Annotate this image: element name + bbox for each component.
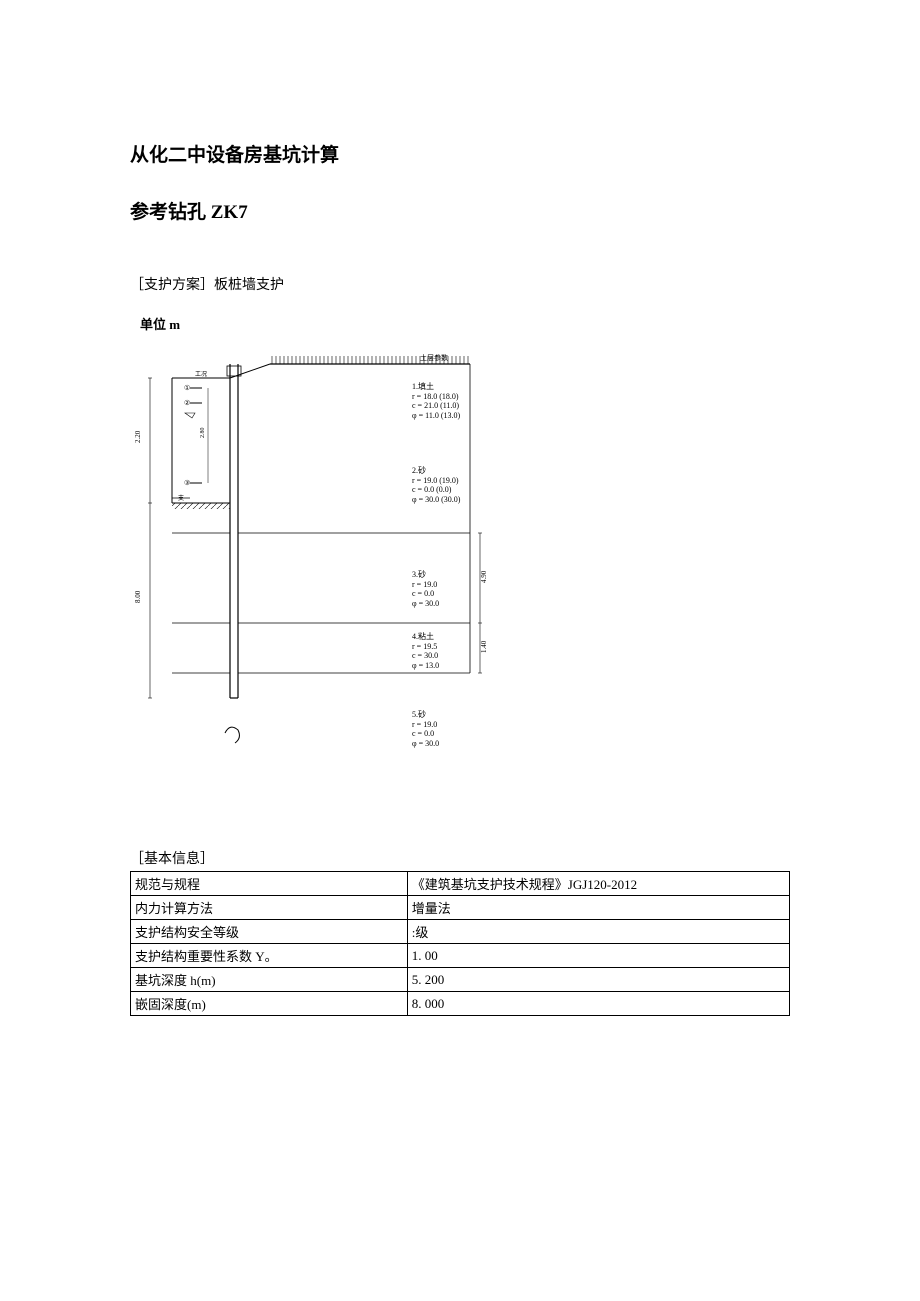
table-cell-label: 支护结构安全等级 bbox=[131, 920, 408, 944]
unit-label: 单位 m bbox=[140, 314, 790, 333]
table-row: 内力计算方法 增量法 bbox=[131, 896, 790, 920]
soil-layer-2: 2.砂 r = 19.0 (19.0) c = 0.0 (0.0) φ = 30… bbox=[412, 466, 460, 504]
svg-text:2.80: 2.80 bbox=[200, 428, 206, 439]
table-cell-value: 5. 200 bbox=[407, 968, 789, 992]
svg-text:支: 支 bbox=[178, 494, 184, 502]
svg-text:工况: 工况 bbox=[195, 371, 207, 378]
table-cell-value: 《建筑基坑支护技术规程》JGJ120-2012 bbox=[407, 872, 789, 896]
svg-text:4.90: 4.90 bbox=[480, 570, 488, 583]
table-cell-value: 8. 000 bbox=[407, 992, 789, 1016]
engineering-diagram: 土层参数 ① ② ③ 支 2.20 bbox=[130, 338, 490, 758]
table-cell-value: 1. 00 bbox=[407, 944, 789, 968]
table-row: 规范与规程 《建筑基坑支护技术规程》JGJ120-2012 bbox=[131, 872, 790, 896]
table-cell-label: 嵌固深度(m) bbox=[131, 992, 408, 1016]
svg-text:③: ③ bbox=[184, 479, 190, 487]
document-title: 从化二中设备房基坑计算 bbox=[130, 140, 790, 167]
svg-text:土层参数: 土层参数 bbox=[420, 353, 448, 362]
soil-layer-4: 4.粘土 r = 19.5 c = 30.0 φ = 13.0 bbox=[412, 632, 439, 670]
basic-info-title: ［基本信息］ bbox=[130, 848, 790, 868]
soil-layer-3: 3.砂 r = 19.0 c = 0.0 φ = 30.0 bbox=[412, 570, 439, 608]
document-subtitle: 参考钻孔 ZK7 bbox=[130, 197, 790, 224]
table-cell-value: :级 bbox=[407, 920, 789, 944]
svg-text:1.40: 1.40 bbox=[480, 640, 488, 653]
svg-text:①: ① bbox=[184, 384, 190, 392]
basic-info-table: 规范与规程 《建筑基坑支护技术规程》JGJ120-2012 内力计算方法 增量法… bbox=[130, 871, 790, 1016]
table-cell-label: 基坑深度 h(m) bbox=[131, 968, 408, 992]
table-cell-value: 增量法 bbox=[407, 896, 789, 920]
svg-text:8.00: 8.00 bbox=[134, 590, 142, 603]
soil-layer-5: 5.砂 r = 19.0 c = 0.0 φ = 30.0 bbox=[412, 710, 439, 748]
table-row: 支护结构安全等级 :级 bbox=[131, 920, 790, 944]
scheme-label: ［支护方案］板桩墙支护 bbox=[130, 274, 790, 294]
soil-layer-1: 1.填土 r = 18.0 (18.0) c = 21.0 (11.0) φ =… bbox=[412, 382, 460, 420]
table-cell-label: 支护结构重要性系数 Y。 bbox=[131, 944, 408, 968]
table-row: 基坑深度 h(m) 5. 200 bbox=[131, 968, 790, 992]
svg-text:②: ② bbox=[184, 399, 190, 407]
table-row: 支护结构重要性系数 Y。 1. 00 bbox=[131, 944, 790, 968]
table-row: 嵌固深度(m) 8. 000 bbox=[131, 992, 790, 1016]
svg-text:2.20: 2.20 bbox=[134, 430, 142, 443]
table-cell-label: 内力计算方法 bbox=[131, 896, 408, 920]
table-cell-label: 规范与规程 bbox=[131, 872, 408, 896]
